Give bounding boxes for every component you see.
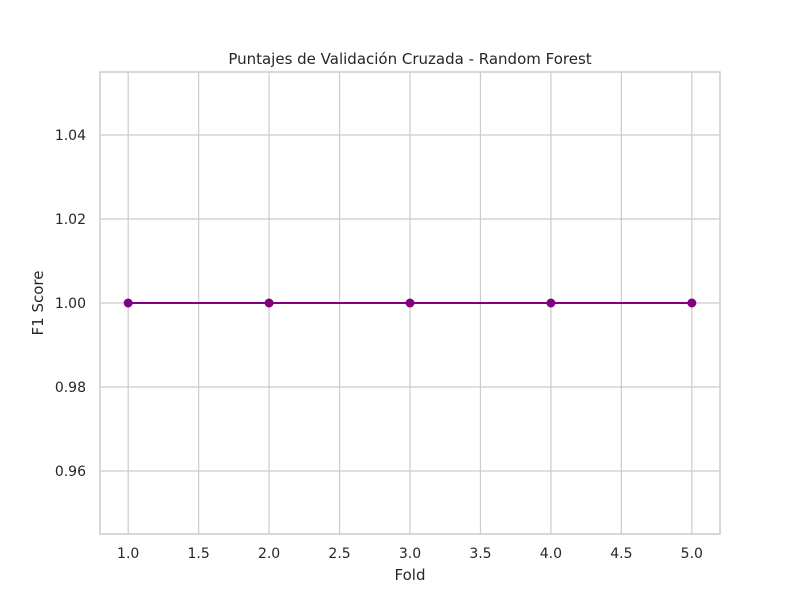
y-tick-label: 1.04 xyxy=(55,128,86,144)
data-point xyxy=(546,298,556,308)
data-point xyxy=(264,298,274,308)
x-tick-label: 1.5 xyxy=(188,546,210,562)
y-axis-label: F1 Score xyxy=(29,271,47,336)
data-point xyxy=(123,298,133,308)
data-point xyxy=(405,298,415,308)
y-tick-label: 1.02 xyxy=(55,212,86,228)
x-tick-label: 1.0 xyxy=(117,546,139,562)
plot-frame xyxy=(99,71,721,535)
y-tick-label: 0.98 xyxy=(55,380,86,396)
x-tick-label: 2.5 xyxy=(328,546,350,562)
x-tick-label: 4.5 xyxy=(610,546,632,562)
y-tick-label: 1.00 xyxy=(55,296,86,312)
chart-title: Puntajes de Validación Cruzada - Random … xyxy=(228,50,591,68)
x-tick-label: 3.5 xyxy=(469,546,491,562)
x-tick-label: 2.0 xyxy=(258,546,280,562)
data-point xyxy=(687,298,697,308)
y-tick-label: 0.96 xyxy=(55,464,86,480)
x-tick-label: 4.0 xyxy=(540,546,562,562)
x-tick-label: 3.0 xyxy=(399,546,421,562)
series-layer xyxy=(123,298,697,308)
x-axis-label: Fold xyxy=(395,566,426,584)
x-tick-label: 5.0 xyxy=(681,546,703,562)
tick-labels: 1.0 1.5 2.0 2.5 3.0 3.5 4.0 4.5 5.0 0.96 0.98 1.00 1… xyxy=(55,128,703,562)
